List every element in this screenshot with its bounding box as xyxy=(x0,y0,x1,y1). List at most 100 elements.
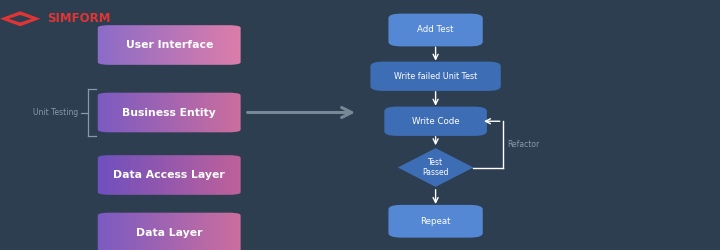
Bar xyxy=(163,152,166,198)
Bar xyxy=(153,152,156,198)
Bar xyxy=(122,152,125,198)
Bar xyxy=(162,152,164,198)
Bar xyxy=(223,152,225,198)
Bar xyxy=(179,152,181,198)
Bar xyxy=(97,90,99,135)
Bar xyxy=(112,210,114,250)
Bar xyxy=(203,22,206,68)
Bar xyxy=(119,152,121,198)
Bar xyxy=(160,22,163,68)
Bar xyxy=(222,22,224,68)
Bar xyxy=(184,22,186,68)
Bar xyxy=(203,210,206,250)
Bar xyxy=(140,22,143,68)
Bar xyxy=(124,22,127,68)
Bar xyxy=(166,210,168,250)
Bar xyxy=(184,152,186,198)
Bar xyxy=(192,22,195,68)
Bar xyxy=(122,210,125,250)
Bar xyxy=(138,210,141,250)
Bar xyxy=(169,90,172,135)
Bar xyxy=(225,152,228,198)
Bar xyxy=(212,90,215,135)
Bar xyxy=(230,22,233,68)
Bar xyxy=(148,152,150,198)
Bar xyxy=(155,90,157,135)
Bar xyxy=(227,22,229,68)
Bar xyxy=(160,210,163,250)
Bar xyxy=(196,152,199,198)
Bar xyxy=(137,22,140,68)
Bar xyxy=(207,90,210,135)
Bar xyxy=(117,90,120,135)
Bar xyxy=(151,210,154,250)
Bar xyxy=(223,22,225,68)
Text: Business Entity: Business Entity xyxy=(122,108,216,118)
Bar xyxy=(138,22,141,68)
Bar xyxy=(140,210,143,250)
Bar xyxy=(187,90,190,135)
Bar xyxy=(115,152,117,198)
Bar xyxy=(104,152,107,198)
Bar xyxy=(104,90,107,135)
Bar xyxy=(207,210,210,250)
Bar xyxy=(156,152,159,198)
Bar xyxy=(162,90,164,135)
Text: Repeat: Repeat xyxy=(420,217,451,226)
Bar xyxy=(202,90,204,135)
Bar xyxy=(142,90,145,135)
Text: SIMFORM: SIMFORM xyxy=(48,12,111,25)
Bar xyxy=(215,22,217,68)
Bar xyxy=(163,210,166,250)
Bar xyxy=(205,22,208,68)
Bar xyxy=(112,152,114,198)
Bar xyxy=(186,152,188,198)
Bar xyxy=(140,90,143,135)
Bar xyxy=(184,210,186,250)
Bar xyxy=(202,22,204,68)
Bar xyxy=(145,152,148,198)
Bar xyxy=(148,210,150,250)
Bar xyxy=(207,22,210,68)
Bar xyxy=(230,152,233,198)
Bar xyxy=(210,22,213,68)
Bar xyxy=(144,90,147,135)
Bar xyxy=(107,210,109,250)
Bar xyxy=(97,22,99,68)
Bar xyxy=(194,22,197,68)
Bar xyxy=(191,210,193,250)
Bar xyxy=(119,90,121,135)
Bar xyxy=(229,22,231,68)
Bar xyxy=(97,152,99,198)
Bar xyxy=(132,152,134,198)
Bar xyxy=(198,22,201,68)
Bar xyxy=(130,22,132,68)
Bar xyxy=(150,22,152,68)
Bar xyxy=(155,22,157,68)
Bar xyxy=(232,90,235,135)
Bar xyxy=(121,210,123,250)
Bar xyxy=(108,22,111,68)
Bar xyxy=(140,152,143,198)
Bar xyxy=(128,210,130,250)
Bar xyxy=(229,90,231,135)
Bar xyxy=(150,90,152,135)
Bar xyxy=(187,210,190,250)
Bar xyxy=(181,152,184,198)
Bar xyxy=(217,210,220,250)
Bar xyxy=(239,90,242,135)
Bar xyxy=(238,152,240,198)
Bar xyxy=(179,90,181,135)
Bar xyxy=(176,210,179,250)
Bar xyxy=(158,90,161,135)
Polygon shape xyxy=(0,11,40,26)
Bar xyxy=(145,210,148,250)
Bar xyxy=(239,210,242,250)
FancyBboxPatch shape xyxy=(370,62,501,91)
Bar xyxy=(145,22,148,68)
Bar xyxy=(205,152,208,198)
Text: Write Code: Write Code xyxy=(412,117,459,126)
Bar xyxy=(102,90,105,135)
Bar xyxy=(101,210,104,250)
Bar xyxy=(113,90,116,135)
